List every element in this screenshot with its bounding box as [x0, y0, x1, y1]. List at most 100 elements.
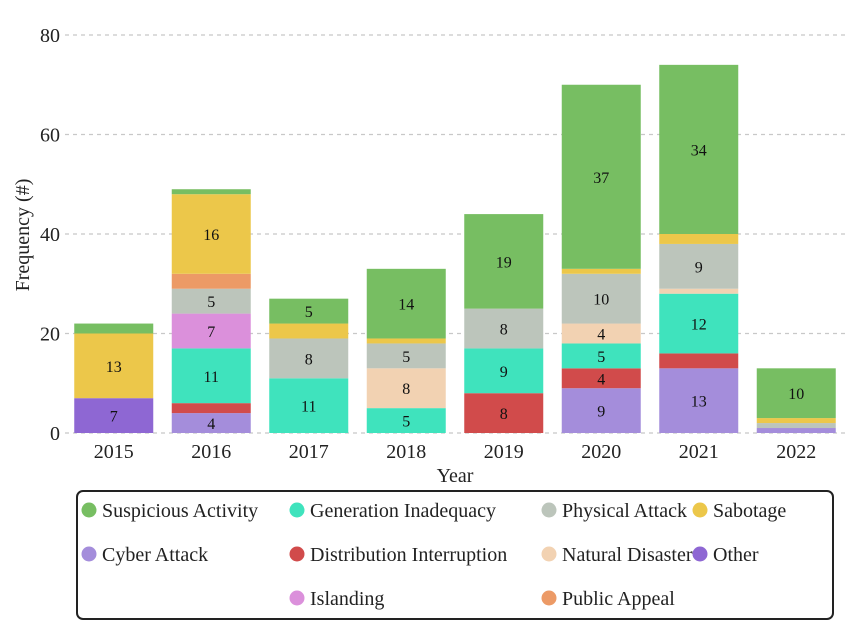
bar-segment	[659, 234, 739, 244]
x-tick-label: 2020	[581, 441, 621, 463]
bar-segment	[171, 189, 251, 195]
data-label: 4	[597, 371, 605, 388]
data-label: 7	[207, 324, 215, 341]
bar-segment	[269, 323, 349, 339]
data-label: 7	[110, 409, 118, 426]
data-label: 9	[695, 259, 703, 276]
bar-segment	[561, 84, 641, 269]
legend-item: Cyber Attack	[81, 544, 208, 566]
bars	[74, 64, 836, 433]
data-labels: 7 13 4 11 7 5 16 11 8 5 5 8 5 14 8 9 8 19 9 4 5 4 10 37 13 12 9 34 1…	[106, 142, 805, 433]
bar-segment	[171, 413, 251, 433]
bar-segment	[561, 323, 641, 344]
bar-segment	[171, 313, 251, 349]
x-tick-label: 2017	[289, 441, 329, 463]
legend-item: Other	[692, 544, 759, 566]
bar-segment	[756, 418, 836, 424]
bar-segment	[659, 243, 739, 289]
legend-label: Natural Disaster	[562, 544, 693, 566]
x-tick-label: 2019	[484, 441, 524, 463]
x-tick-label: 2021	[679, 441, 719, 463]
bar-segment	[561, 388, 641, 433]
bar-segment	[464, 308, 544, 349]
legend-marker	[541, 502, 557, 518]
bar-segment	[74, 323, 154, 334]
data-label: 10	[593, 292, 609, 309]
y-tick-label: 20	[40, 324, 60, 346]
bar-segment	[366, 268, 446, 339]
data-label: 9	[597, 404, 605, 421]
bar-segment	[269, 338, 349, 379]
legend-frame	[76, 490, 834, 620]
bar-segment	[171, 194, 251, 274]
data-label: 10	[788, 386, 804, 403]
data-label: 8	[402, 381, 410, 398]
bar-segment	[659, 64, 739, 234]
x-tick-label: 2016	[191, 441, 231, 463]
data-label: 14	[398, 297, 414, 314]
legend-marker	[81, 502, 97, 518]
legend: Suspicious Activity Generation Inadequacy…	[76, 490, 834, 620]
data-label: 12	[691, 317, 707, 334]
x-tick-label: 2022	[776, 441, 816, 463]
legend-label: Physical Attack	[562, 500, 687, 522]
legend-item: Physical Attack	[541, 500, 687, 522]
bar-segment	[269, 378, 349, 433]
data-label: 8	[500, 406, 508, 423]
y-tick-label: 0	[50, 423, 60, 445]
data-label: 8	[305, 351, 313, 368]
legend-item: Natural Disaster	[541, 544, 693, 566]
legend-item: Generation Inadequacy	[289, 500, 496, 522]
legend-item: Distribution Interruption	[289, 544, 507, 566]
y-axis-ticks: 0 20 40 60 80	[40, 25, 60, 445]
data-label: 5	[402, 414, 410, 431]
data-label: 37	[593, 170, 609, 187]
bar-segment	[171, 288, 251, 314]
legend-marker	[289, 590, 305, 606]
y-tick-label: 40	[40, 224, 60, 246]
legend-label: Distribution Interruption	[310, 544, 507, 566]
bar-segment	[659, 368, 739, 433]
bar-segment	[74, 333, 154, 399]
legend-item: Public Appeal	[541, 588, 675, 610]
data-label: 11	[301, 399, 316, 416]
y-tick-label: 80	[40, 25, 60, 47]
bar-segment	[366, 368, 446, 409]
x-tick-label: 2015	[94, 441, 134, 463]
bar-segment	[269, 298, 349, 324]
x-axis-ticks: 2015 2016 2017 2018 2019 2020 2021 2022	[94, 441, 817, 463]
bar-segment	[171, 273, 251, 289]
data-label: 13	[691, 394, 707, 411]
bar-segment	[659, 288, 739, 294]
legend-marker	[289, 546, 305, 562]
bar-segment	[464, 214, 544, 309]
legend-label: Other	[713, 544, 759, 566]
bar-segment	[756, 428, 836, 433]
data-label: 19	[496, 254, 512, 271]
y-tick-label: 60	[40, 125, 60, 147]
data-label: 5	[207, 294, 215, 311]
bar-segment	[366, 338, 446, 344]
legend-item: Suspicious Activity	[81, 500, 258, 522]
data-label: 4	[597, 327, 605, 344]
legend-marker	[81, 546, 97, 562]
bar-segment	[171, 403, 251, 414]
x-axis-title: Year	[437, 465, 474, 487]
bar-segment	[366, 408, 446, 433]
legend-marker	[541, 590, 557, 606]
bar-segment	[366, 343, 446, 369]
data-label: 5	[305, 304, 313, 321]
y-axis-title: Frequency (#)	[12, 179, 34, 292]
data-label: 5	[402, 349, 410, 366]
bar-segment	[561, 268, 641, 274]
bar-segment	[756, 423, 836, 429]
bar-segment	[464, 393, 544, 433]
legend-marker	[289, 502, 305, 518]
data-label: 8	[500, 322, 508, 339]
bar-segment	[561, 343, 641, 369]
bar-segment	[74, 398, 154, 433]
bar-segment	[659, 293, 739, 354]
legend-item: Sabotage	[692, 500, 786, 522]
legend-marker	[541, 546, 557, 562]
